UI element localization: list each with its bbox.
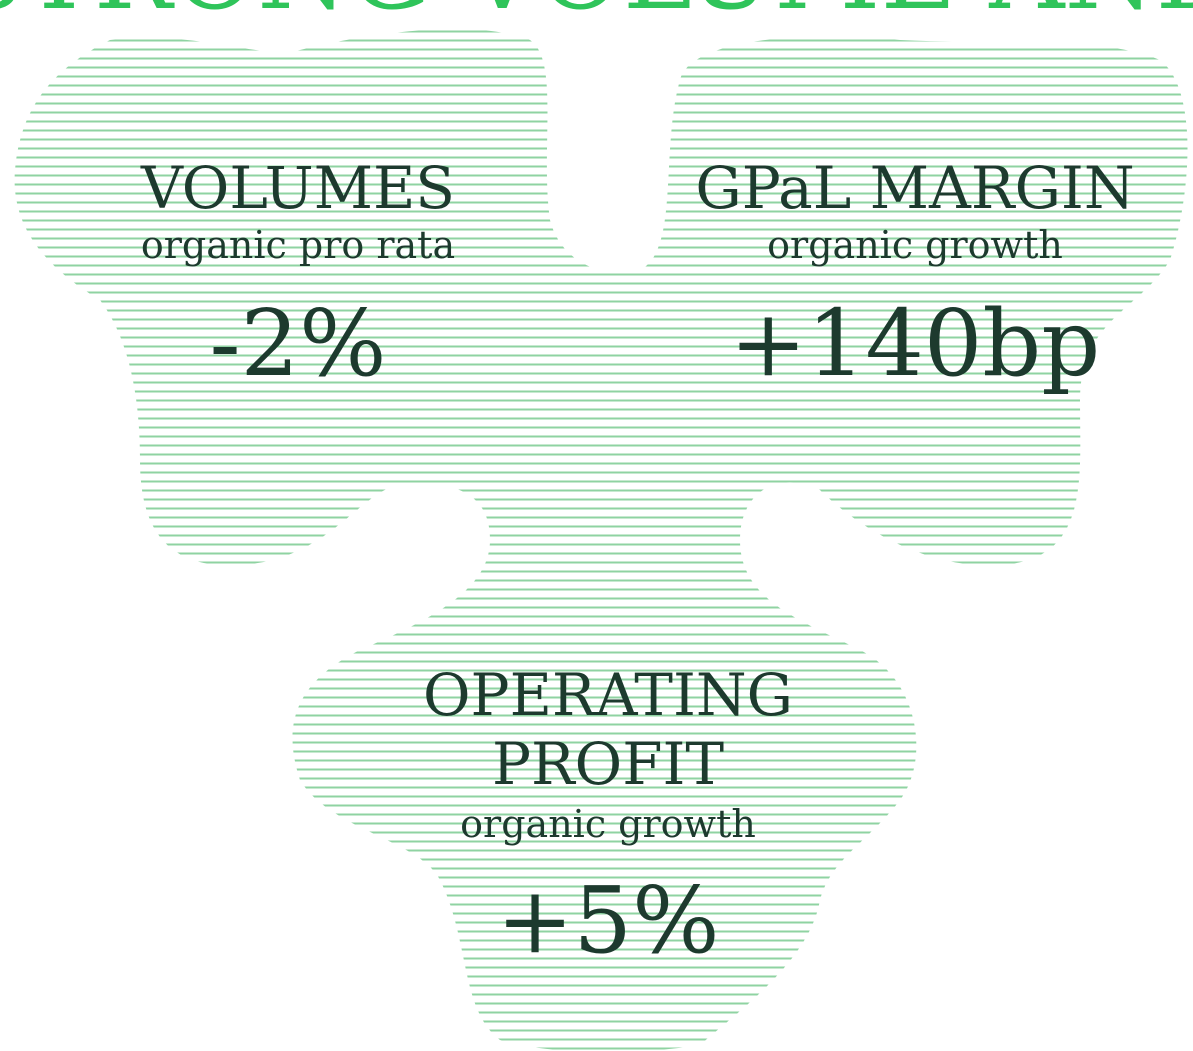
infographic: STRONG VOLUME AND VOLUMES organic pro ra… bbox=[0, 0, 1193, 1051]
metric-subtitle: organic pro rata bbox=[141, 223, 455, 267]
metric-title: OPERATING bbox=[423, 661, 793, 729]
metric-value: +5% bbox=[496, 867, 719, 974]
metric-value: +140bp bbox=[730, 290, 1100, 397]
metric-subtitle: organic growth bbox=[767, 223, 1063, 267]
metric-title: GPaL MARGIN bbox=[695, 154, 1134, 222]
metric-title: VOLUMES bbox=[140, 154, 455, 222]
page: STRONG VOLUME AND VOLUMES organic pro ra… bbox=[0, 0, 1193, 1051]
metric-subtitle: organic growth bbox=[460, 802, 756, 846]
metric-value: -2% bbox=[209, 290, 386, 397]
header-title: STRONG VOLUME AND bbox=[0, 0, 1193, 33]
metric-title: PROFIT bbox=[492, 730, 724, 798]
